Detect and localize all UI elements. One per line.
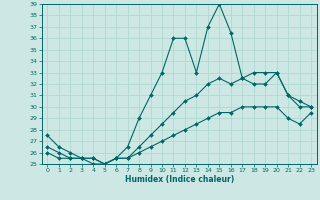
X-axis label: Humidex (Indice chaleur): Humidex (Indice chaleur): [124, 175, 234, 184]
